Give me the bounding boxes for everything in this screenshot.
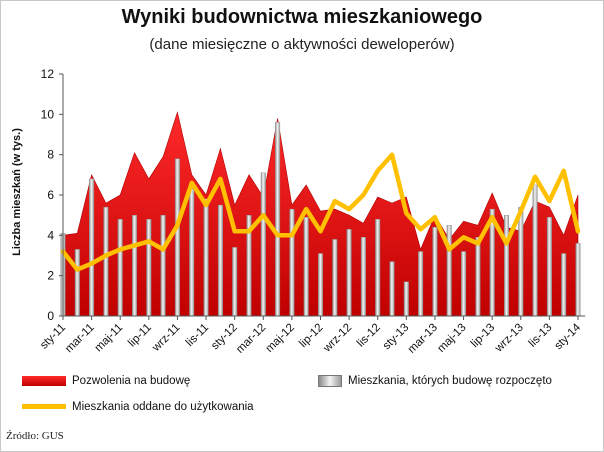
y-tick-label-8: 8: [47, 148, 54, 162]
starts-bar-mar-13: [432, 227, 438, 317]
y-tick-label-12: 12: [41, 67, 55, 81]
x-tick-label-wrz-11: wrz-11: [150, 322, 183, 355]
starts-bar-sty-13: [403, 281, 409, 317]
legend-completed-label: Mieszkania oddane do użytkowania: [72, 401, 254, 413]
starts-bar-paź-11: [189, 188, 195, 317]
starts-bar-kwi-13: [446, 225, 452, 317]
starts-bar-lis-11: [203, 198, 209, 317]
starts-bar-lip-12: [318, 253, 324, 317]
starts-bar-maj-13: [461, 251, 467, 317]
legend-starts: Mieszkania, których budowę rozpoczęto: [318, 375, 552, 387]
starts-bar-sty-14: [575, 243, 581, 317]
starts-bar-lut-11: [74, 249, 80, 317]
starts-bar-lip-11: [146, 218, 152, 317]
starts-bar-lis-13: [546, 216, 552, 317]
starts-bar-cze-11: [131, 214, 137, 317]
legend-starts-swatch: [318, 375, 342, 387]
starts-bar-wrz-12: [346, 229, 352, 317]
y-tick-label-10: 10: [41, 107, 55, 121]
legend-completed: Mieszkania oddane do użytkowania: [22, 401, 254, 413]
completed-line-series: [60, 152, 581, 272]
x-tick-label-mar-12: mar-12: [234, 322, 268, 356]
x-tick-label-wrz-13: wrz-13: [492, 322, 526, 356]
x-tick-label-maj-11: maj-11: [93, 322, 126, 355]
y-tick-label-6: 6: [47, 188, 54, 202]
starts-bar-sie-11: [160, 214, 166, 317]
y-tick-label-0: 0: [47, 309, 54, 323]
starts-bar-mar-12: [260, 172, 266, 317]
starts-bar-lip-13: [489, 208, 495, 317]
completed-line: [60, 152, 581, 272]
chart-subtitle: (dane miesięczne o aktywności deweloperó…: [149, 36, 455, 53]
x-tick-label-wrz-12: wrz-12: [321, 322, 355, 356]
starts-bar-maj-12: [289, 208, 295, 317]
starts-bar-gru-12: [389, 261, 395, 317]
starts-bar-sie-12: [332, 239, 338, 317]
x-tick-label-mar-13: mar-13: [406, 322, 440, 356]
x-tick-label-lis-12: lis-12: [355, 322, 383, 350]
y-tick-label-2: 2: [47, 269, 54, 283]
starts-bar-wrz-13: [518, 206, 524, 317]
x-tick-label-maj-12: maj-12: [264, 322, 297, 355]
x-tick-label-sty-14: sty-14: [552, 321, 583, 352]
x-tick-label-lis-11: lis-11: [184, 322, 211, 349]
starts-bar-maj-11: [117, 218, 123, 317]
chart-title: Wyniki budownictwa mieszkaniowego: [121, 6, 483, 28]
starts-bar-cze-13: [475, 237, 481, 317]
starts-bar-lut-13: [418, 251, 424, 317]
x-tick-label-maj-13: maj-13: [435, 322, 468, 355]
starts-bar-kwi-11: [103, 206, 109, 317]
x-tick-label-mar-11: mar-11: [63, 322, 97, 356]
source-note: Źródło: GUS: [6, 430, 64, 442]
starts-bar-gru-13: [561, 253, 567, 317]
starts-bar-wrz-11: [174, 158, 180, 317]
starts-bar-mar-11: [89, 178, 95, 317]
starts-bar-cze-12: [303, 216, 309, 317]
starts-bar-sty-12: [232, 247, 238, 317]
legend-permits: Pozwolenia na budowę: [22, 375, 190, 387]
starts-bar-gru-11: [217, 204, 223, 317]
starts-bar-paź-13: [532, 184, 538, 317]
starts-bar-kwi-12: [275, 122, 281, 317]
legend-permits-swatch: [22, 375, 66, 386]
starts-bar-lis-12: [375, 218, 381, 317]
y-axis-label: Liczba mieszkań (w tys.): [11, 128, 23, 256]
starts-bar-paź-12: [360, 237, 366, 317]
y-tick-label-4: 4: [47, 228, 54, 242]
legend-completed-swatch: [22, 404, 66, 410]
x-tick-label-lis-13: lis-13: [527, 322, 555, 350]
legend-permits-label: Pozwolenia na budowę: [72, 375, 191, 387]
starts-bar-sie-13: [504, 214, 510, 317]
legend-starts-label: Mieszkania, których budowę rozpoczęto: [348, 375, 552, 388]
